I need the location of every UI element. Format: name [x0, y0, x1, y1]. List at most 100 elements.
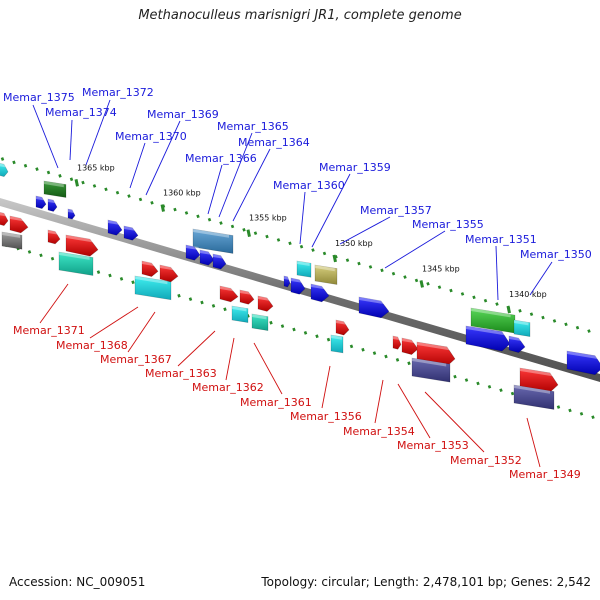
leader-line: [127, 311, 156, 353]
gene-label-reverse: Memar_1361: [240, 396, 312, 409]
scale-tick: [46, 170, 51, 175]
leader-line: [232, 148, 271, 222]
scale-tick: [552, 319, 557, 323]
major-tick: [332, 254, 337, 263]
gene-glyph-highlight: [200, 250, 213, 256]
scale-tick: [35, 167, 39, 171]
scale-tick: [138, 197, 143, 202]
scale-tick: [391, 271, 396, 276]
leader-line: [374, 379, 384, 424]
gene-glyph-highlight: [331, 335, 342, 340]
gene-glyph: [330, 334, 344, 354]
gene-glyph-highlight: [417, 342, 452, 351]
gene-labels: Memar_1375 Memar_1374 Memar_1372 Memar_1370…: [3, 86, 592, 481]
gene-glyph: [35, 195, 47, 209]
leader-line: [424, 391, 485, 453]
scale-label: 1350 kbp: [335, 239, 373, 248]
gene-glyph-highlight: [160, 265, 177, 271]
leader-line: [207, 164, 223, 215]
leader-line: [384, 230, 446, 269]
leader-line: [89, 306, 139, 339]
scale-tick: [58, 174, 62, 178]
scale-tick: [322, 251, 327, 256]
scale-label: 1345 kbp: [422, 264, 460, 273]
gene-label-reverse: Memar_1368: [56, 339, 128, 352]
scale-tick: [453, 374, 457, 379]
gene-glyph: [513, 319, 531, 337]
leader-line: [69, 119, 73, 161]
label-leader-lines: [32, 99, 553, 468]
gene-glyph-highlight: [44, 181, 64, 188]
gene-label-reverse: Memar_1363: [145, 367, 217, 380]
gene-glyph-highlight: [48, 230, 59, 235]
gene-glyph-highlight: [135, 276, 168, 285]
scale-tick: [39, 253, 43, 258]
gene-label-forward: Memar_1372: [82, 86, 154, 99]
gene-glyph: [251, 313, 269, 331]
scale-tick: [372, 351, 377, 355]
scale-tick: [510, 391, 515, 396]
gene-glyph-highlight: [336, 320, 348, 325]
gene-glyph: [141, 260, 159, 277]
scale-tick: [211, 304, 216, 308]
scale-label: 1365 kbp: [77, 163, 115, 172]
gene-label-reverse: Memar_1356: [290, 410, 362, 423]
scale-tick: [242, 227, 246, 232]
gene-glyph: [465, 325, 511, 352]
scale-tick: [449, 288, 453, 293]
gene-glyph-highlight: [509, 336, 524, 342]
gene-glyph: [239, 289, 255, 305]
leader-line: [32, 104, 59, 169]
gene-label-forward: Memar_1369: [147, 108, 219, 121]
gene-label-forward: Memar_1375: [3, 91, 75, 104]
gene-glyph: [310, 283, 330, 303]
scale-tick: [591, 415, 595, 420]
scale-tick: [380, 268, 384, 273]
scale-tick: [303, 331, 308, 335]
major-tick: [419, 280, 424, 288]
scale-tick: [23, 163, 28, 168]
gene-glyph: [212, 253, 227, 270]
scale-tick: [564, 322, 568, 327]
gene-glyph-highlight: [59, 252, 90, 260]
gene-glyph: [47, 229, 61, 245]
gene-glyph: [566, 350, 600, 376]
gene-glyph-highlight: [471, 308, 511, 318]
scale-tick: [230, 224, 235, 229]
scale-tick: [81, 180, 85, 185]
scale-tick: [426, 281, 430, 286]
gene-label-forward: Memar_1370: [115, 130, 187, 143]
gene-label-reverse: Memar_1353: [397, 439, 469, 452]
gene-glyph: [47, 198, 58, 212]
gene-label-forward: Memar_1357: [360, 204, 432, 217]
gene-label-forward: Memar_1364: [238, 136, 310, 149]
gene-glyph-highlight: [284, 276, 290, 280]
leader-line: [85, 99, 111, 166]
gene-label-reverse: Memar_1352: [450, 454, 522, 467]
scale-tick: [50, 256, 55, 261]
gene-glyph: [519, 367, 559, 393]
gene-glyph-highlight: [402, 338, 417, 344]
gene-glyph-highlight: [315, 265, 335, 272]
scale-tick: [476, 381, 480, 386]
leader-line: [397, 383, 431, 439]
scale-tick: [92, 184, 97, 188]
scale-tick: [184, 211, 189, 215]
scale-tick: [150, 201, 154, 205]
gene-label-reverse: Memar_1371: [13, 324, 85, 337]
gene-glyph: [107, 219, 123, 236]
leader-line: [129, 142, 146, 189]
gene-glyph-highlight: [232, 306, 247, 312]
scale-tick: [108, 273, 112, 278]
gene-label-forward: Memar_1374: [45, 106, 117, 119]
scale-tick: [395, 358, 400, 362]
scale-tick: [219, 221, 223, 225]
scale-tick: [575, 325, 580, 330]
scale-tick: [541, 315, 545, 320]
major-tick: [160, 204, 165, 212]
gene-glyph-highlight: [412, 358, 447, 367]
scale-tick: [437, 285, 442, 290]
gene-glyph: [290, 277, 306, 295]
gene-glyph: [159, 264, 179, 283]
